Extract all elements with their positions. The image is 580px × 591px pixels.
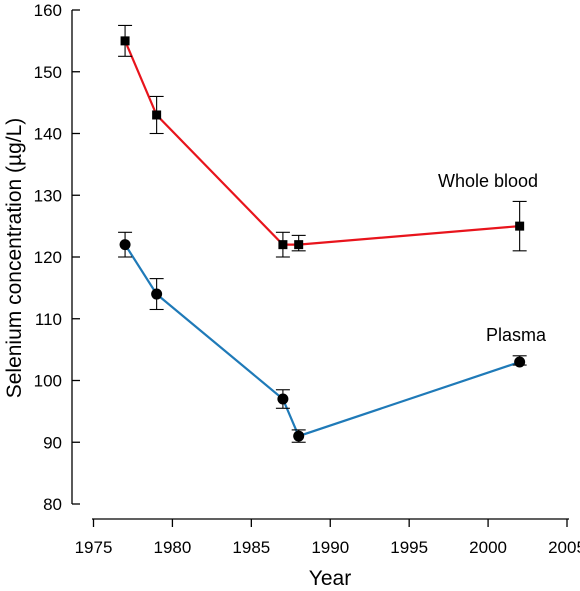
- data-point-whole-blood-2002: [515, 221, 525, 231]
- x-tick-label-1975: 1975: [75, 538, 113, 557]
- data-point-plasma-2002: [514, 356, 526, 368]
- y-tick-label-120: 120: [34, 248, 62, 267]
- series-plasma: [118, 231, 527, 443]
- y-tick-label-150: 150: [34, 63, 62, 82]
- x-tick-label-1995: 1995: [390, 538, 428, 557]
- x-ticks: 1975 1980 1985 1990 1995 2000 2005: [75, 519, 580, 557]
- y-tick-label-160: 160: [34, 1, 62, 20]
- data-point-plasma-1988: [293, 430, 305, 442]
- data-point-plasma-1987: [277, 393, 289, 405]
- data-point-whole-blood-1988: [294, 240, 304, 250]
- series-label-plasma: Plasma: [486, 325, 547, 345]
- series-whole-blood: [118, 24, 527, 258]
- y-axis-title: Selenium concentration (µg/L): [3, 118, 26, 399]
- data-point-whole-blood-1977: [120, 36, 130, 46]
- series-line-plasma: [124, 244, 521, 438]
- x-tick-label-1980: 1980: [154, 538, 192, 557]
- series-line-whole-blood: [124, 40, 520, 246]
- x-tick-label-1985: 1985: [232, 538, 270, 557]
- series-layer: [118, 24, 527, 443]
- y-tick-label-130: 130: [34, 186, 62, 205]
- data-point-plasma-1977: [119, 239, 131, 251]
- y-ticks: 80 90 100 110 120 130 140 150 160: [34, 1, 80, 514]
- y-tick-label-110: 110: [35, 310, 62, 329]
- y-tick-label-140: 140: [34, 125, 62, 144]
- x-tick-label-2000: 2000: [469, 538, 507, 557]
- series-label-whole-blood: Whole blood: [438, 171, 538, 191]
- data-point-whole-blood-1987: [278, 240, 288, 250]
- data-point-plasma-1979: [151, 288, 163, 300]
- x-axis-title: Year: [309, 567, 351, 590]
- y-tick-label-80: 80: [43, 495, 62, 514]
- y-tick-label-100: 100: [34, 372, 62, 391]
- data-point-whole-blood-1979: [152, 110, 162, 120]
- x-tick-label-1990: 1990: [311, 538, 349, 557]
- x-tick-label-2005: 2005: [548, 538, 580, 557]
- y-tick-label-90: 90: [43, 433, 62, 452]
